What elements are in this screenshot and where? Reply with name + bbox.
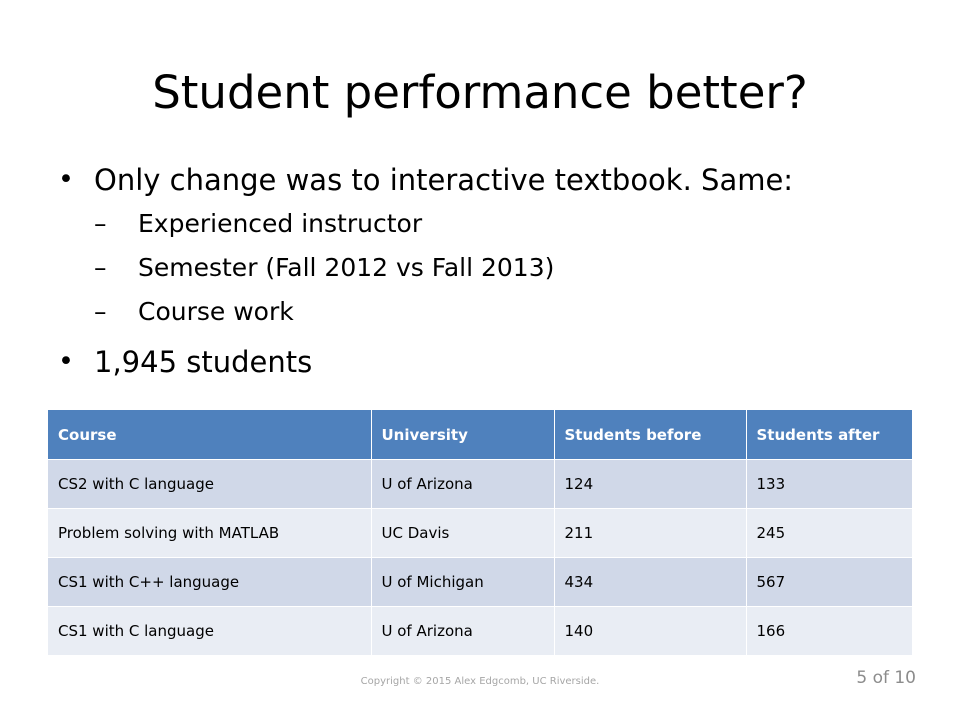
- copyright-footer: Copyright © 2015 Alex Edgcomb, UC Rivers…: [360, 676, 600, 687]
- page-number: 5 of 10: [856, 668, 916, 688]
- cell-students-after: 245: [746, 508, 913, 558]
- sub-bullet-text: Semester (Fall 2012 vs Fall 2013): [138, 253, 555, 282]
- bullet-item: • 1,945 students: [58, 340, 918, 384]
- sub-bullet-item: – Semester (Fall 2012 vs Fall 2013): [94, 246, 918, 290]
- column-header-students-after: Students after: [746, 410, 913, 460]
- sub-bullet-item: – Course work: [94, 290, 918, 334]
- data-table: Course University Students before Studen…: [48, 410, 913, 656]
- cell-course: CS2 with C language: [48, 459, 372, 509]
- bullet-dot-icon: •: [58, 346, 74, 377]
- slide-title: Student performance better?: [152, 66, 808, 119]
- cell-students-after: 166: [746, 606, 913, 656]
- table-row: CS1 with C++ language U of Michigan 434 …: [48, 557, 913, 607]
- cell-students-after: 567: [746, 557, 913, 607]
- table-row: CS2 with C language U of Arizona 124 133: [48, 459, 913, 509]
- cell-students-before: 434: [554, 557, 747, 607]
- cell-university: U of Michigan: [371, 557, 555, 607]
- bullet-list: • Only change was to interactive textboo…: [58, 158, 918, 384]
- cell-course: CS1 with C++ language: [48, 557, 372, 607]
- cell-university: U of Arizona: [371, 459, 555, 509]
- cell-students-before: 140: [554, 606, 747, 656]
- table-row: Problem solving with MATLAB UC Davis 211…: [48, 508, 913, 558]
- cell-university: UC Davis: [371, 508, 555, 558]
- cell-course: CS1 with C language: [48, 606, 372, 656]
- bullet-item: • Only change was to interactive textboo…: [58, 158, 918, 334]
- dash-icon: –: [94, 209, 107, 238]
- dash-icon: –: [94, 253, 107, 282]
- bullet-text: Only change was to interactive textbook.…: [94, 163, 794, 197]
- column-header-course: Course: [48, 410, 372, 460]
- column-header-university: University: [371, 410, 555, 460]
- data-table-container: Course University Students before Studen…: [48, 410, 913, 656]
- sub-bullet-list: – Experienced instructor – Semester (Fal…: [94, 202, 918, 334]
- table-header-row: Course University Students before Studen…: [48, 410, 913, 460]
- table-row: CS1 with C language U of Arizona 140 166: [48, 606, 913, 656]
- dash-icon: –: [94, 297, 107, 326]
- bullet-dot-icon: •: [58, 164, 74, 195]
- sub-bullet-item: – Experienced instructor: [94, 202, 918, 246]
- cell-university: U of Arizona: [371, 606, 555, 656]
- cell-course: Problem solving with MATLAB: [48, 508, 372, 558]
- cell-students-after: 133: [746, 459, 913, 509]
- bullet-text: 1,945 students: [94, 345, 313, 379]
- cell-students-before: 124: [554, 459, 747, 509]
- cell-students-before: 211: [554, 508, 747, 558]
- sub-bullet-text: Experienced instructor: [138, 209, 423, 238]
- column-header-students-before: Students before: [554, 410, 747, 460]
- sub-bullet-text: Course work: [138, 297, 294, 326]
